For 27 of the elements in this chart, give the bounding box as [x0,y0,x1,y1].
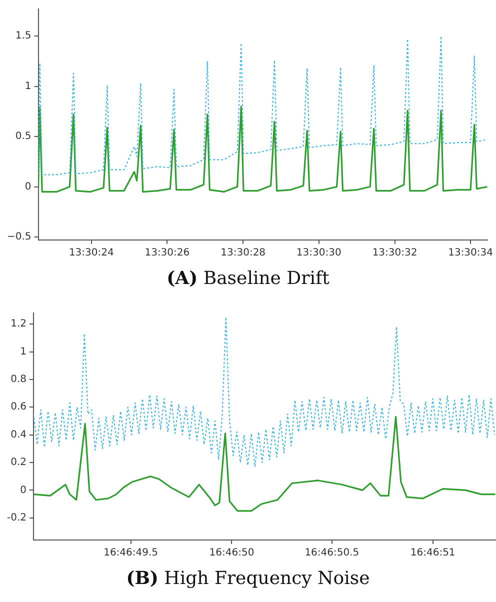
y-tick-label: 0 [20,484,27,496]
x-tick-label: 13:30:26 [144,248,190,259]
x-tick-label: 16:46:50 [209,548,254,559]
y-tick-label: 0.8 [10,374,27,386]
y-tick-label: 1 [24,80,32,92]
y-tick-label: 0.5 [15,131,32,142]
text: (B) High Frequency Noise [125,567,371,591]
x-tick-label: 13:30:32 [372,248,418,259]
y-tick-label: 0.4 [10,429,27,440]
y-tick-label: 0 [24,181,32,192]
y-tick-label: −0.5 [6,232,32,243]
x-tick-label: 13:30:30 [296,248,342,259]
x-tick-label: 16:46:50.5 [304,548,360,559]
x-tick-label: 16:46:51 [410,548,456,559]
y-tick-label: 0.2 [10,457,27,468]
line-series [38,36,488,176]
x-tick-label: 16:46:49.5 [104,548,158,559]
y-tick-label: 1.2 [10,318,27,330]
y-tick-label: 1 [20,346,27,358]
y-tick-label: 0.6 [10,402,27,413]
x-tick-label: 13:30:24 [68,248,114,259]
x-tick-label: 13:30:28 [220,248,266,259]
line-series [34,316,496,468]
y-tick-label: 1.5 [15,30,32,42]
x-tick-label: 13:30:34 [448,248,494,259]
y-tick-label: -0.2 [6,512,27,524]
text: (A) Baseline Drift [166,267,330,291]
